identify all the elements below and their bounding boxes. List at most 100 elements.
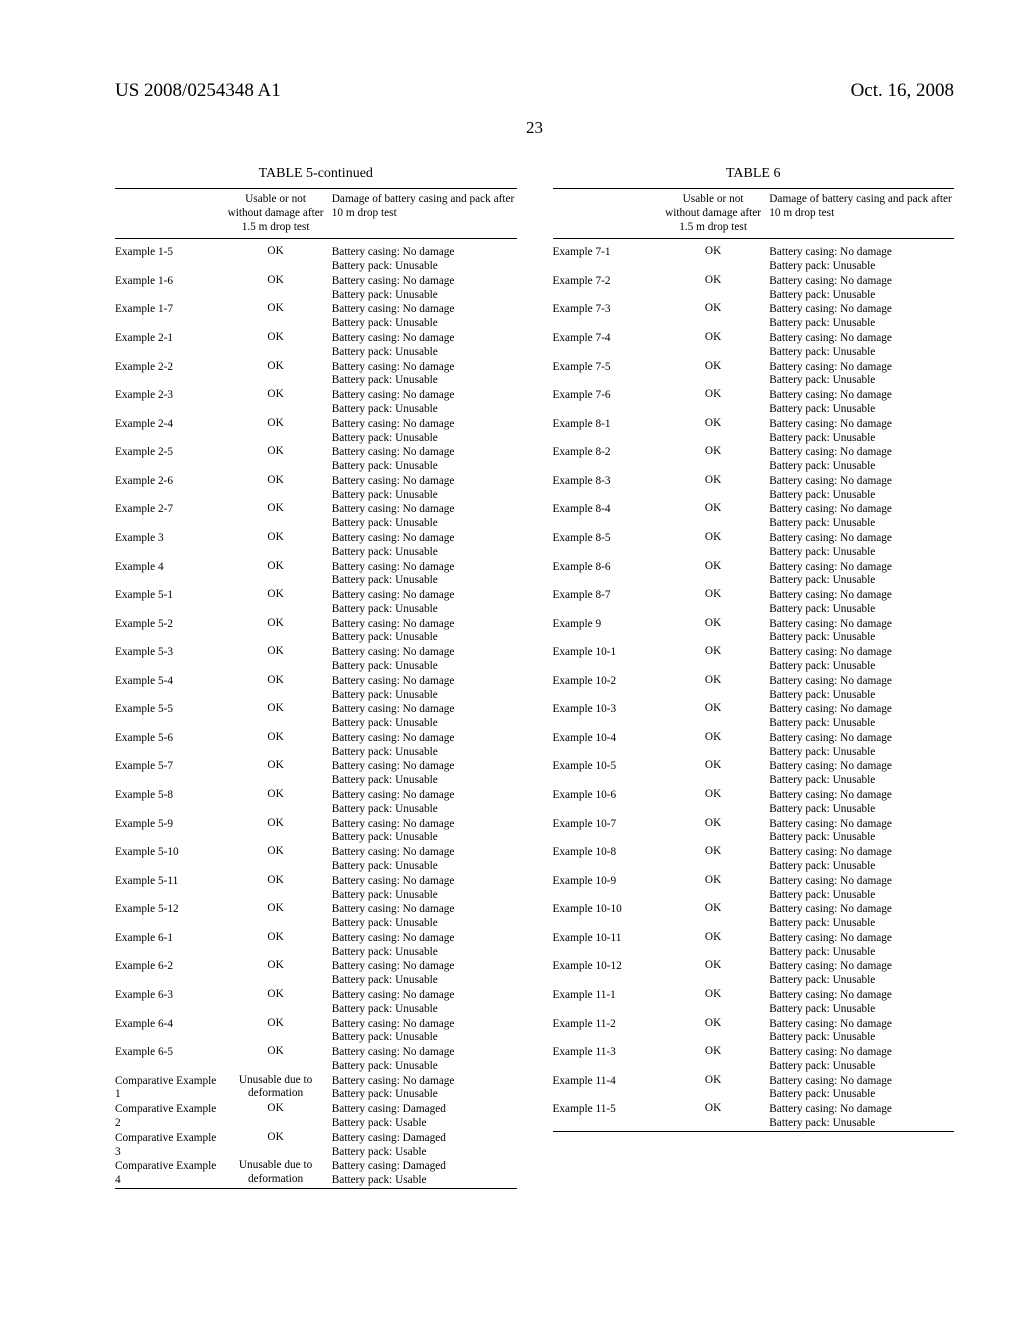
row-example-name: Example 11-2 [553, 1017, 661, 1046]
row-example-name: Example 8-5 [553, 531, 661, 560]
table-row: Example 8-5OKBattery casing: No damageBa… [553, 531, 955, 560]
row-damage: Battery casing: No damageBattery pack: U… [765, 1045, 954, 1074]
table-row: Example 10-4OKBattery casing: No damageB… [553, 731, 955, 760]
table-row: Example 8-4OKBattery casing: No damageBa… [553, 502, 955, 531]
row-usable: OK [223, 502, 327, 531]
table-row: Example 2-3OKBattery casing: No damageBa… [115, 388, 517, 417]
row-example-name: Example 2-1 [115, 331, 223, 360]
row-example-name: Example 6-3 [115, 988, 223, 1017]
row-damage: Battery casing: No damageBattery pack: U… [765, 531, 954, 560]
row-damage: Battery casing: No damageBattery pack: U… [765, 417, 954, 446]
row-usable: OK [223, 1045, 327, 1074]
row-example-name: Example 10-1 [553, 645, 661, 674]
row-usable: OK [661, 388, 765, 417]
table-row: Example 11-3OKBattery casing: No damageB… [553, 1045, 955, 1074]
row-example-name: Example 8-2 [553, 445, 661, 474]
row-usable: OK [223, 645, 327, 674]
row-usable: OK [223, 988, 327, 1017]
row-usable: OK [223, 731, 327, 760]
row-usable: Unusable due to deformation [223, 1159, 327, 1188]
table-5-col-damage: Damage of battery casing and pack after … [328, 189, 517, 239]
row-example-name: Example 5-1 [115, 588, 223, 617]
patent-page: US 2008/0254348 A1 Oct. 16, 2008 23 TABL… [0, 0, 1024, 1320]
row-damage: Battery casing: No damageBattery pack: U… [765, 617, 954, 646]
row-damage: Battery casing: No damageBattery pack: U… [765, 1102, 954, 1131]
table-row: Example 6-5OKBattery casing: No damageBa… [115, 1045, 517, 1074]
row-usable: OK [223, 817, 327, 846]
row-example-name: Example 2-6 [115, 474, 223, 503]
row-damage: Battery casing: No damageBattery pack: U… [328, 874, 517, 903]
table-row: Example 5-11OKBattery casing: No damageB… [115, 874, 517, 903]
content-columns: TABLE 5-continued Usable or not without … [115, 166, 954, 1189]
row-example-name: Example 5-6 [115, 731, 223, 760]
row-example-name: Example 3 [115, 531, 223, 560]
table-row: Example 4OKBattery casing: No damageBatt… [115, 560, 517, 589]
row-example-name: Example 7-6 [553, 388, 661, 417]
row-example-name: Example 2-2 [115, 360, 223, 389]
row-usable: OK [223, 1102, 327, 1131]
row-example-name: Example 7-1 [553, 245, 661, 274]
row-damage: Battery casing: No damageBattery pack: U… [765, 560, 954, 589]
row-damage: Battery casing: No damageBattery pack: U… [328, 731, 517, 760]
table-row: Example 10-5OKBattery casing: No damageB… [553, 759, 955, 788]
table-row: Example 2-4OKBattery casing: No damageBa… [115, 417, 517, 446]
row-usable: OK [661, 931, 765, 960]
row-damage: Battery casing: No damageBattery pack: U… [328, 988, 517, 1017]
row-usable: OK [661, 702, 765, 731]
table-row: Example 5-3OKBattery casing: No damageBa… [115, 645, 517, 674]
table-row: Example 2-1OKBattery casing: No damageBa… [115, 331, 517, 360]
row-example-name: Example 10-8 [553, 845, 661, 874]
table-row: Example 5-6OKBattery casing: No damageBa… [115, 731, 517, 760]
row-damage: Battery casing: No damageBattery pack: U… [328, 617, 517, 646]
row-usable: OK [661, 874, 765, 903]
row-usable: OK [661, 788, 765, 817]
row-damage: Battery casing: No damageBattery pack: U… [328, 560, 517, 589]
row-usable: OK [661, 617, 765, 646]
row-example-name: Example 5-12 [115, 902, 223, 931]
row-example-name: Example 7-3 [553, 302, 661, 331]
row-usable: OK [661, 759, 765, 788]
row-example-name: Example 11-4 [553, 1074, 661, 1103]
row-damage: Battery casing: No damageBattery pack: U… [765, 988, 954, 1017]
publication-date: Oct. 16, 2008 [851, 80, 954, 102]
table-row: Example 8-2OKBattery casing: No damageBa… [553, 445, 955, 474]
table-6-col-usable: Usable or not without damage after 1.5 m… [661, 189, 765, 239]
table-6: Usable or not without damage after 1.5 m… [553, 188, 955, 1132]
row-usable: OK [223, 759, 327, 788]
row-example-name: Example 1-6 [115, 274, 223, 303]
table-row: Example 10-8OKBattery casing: No damageB… [553, 845, 955, 874]
row-example-name: Example 2-5 [115, 445, 223, 474]
table-row: Example 8-7OKBattery casing: No damageBa… [553, 588, 955, 617]
row-example-name: Example 4 [115, 560, 223, 589]
row-usable: OK [661, 360, 765, 389]
row-usable: OK [223, 702, 327, 731]
row-damage: Battery casing: No damageBattery pack: U… [328, 1045, 517, 1074]
row-usable: OK [661, 245, 765, 274]
row-example-name: Example 10-2 [553, 674, 661, 703]
row-example-name: Example 5-8 [115, 788, 223, 817]
row-example-name: Example 8-4 [553, 502, 661, 531]
row-damage: Battery casing: No damageBattery pack: U… [328, 388, 517, 417]
row-usable: OK [661, 331, 765, 360]
row-damage: Battery casing: No damageBattery pack: U… [765, 474, 954, 503]
row-damage: Battery casing: No damageBattery pack: U… [328, 959, 517, 988]
row-damage: Battery casing: No damageBattery pack: U… [328, 702, 517, 731]
row-damage: Battery casing: No damageBattery pack: U… [328, 302, 517, 331]
row-example-name: Example 10-12 [553, 959, 661, 988]
row-example-name: Example 10-5 [553, 759, 661, 788]
row-usable: OK [223, 474, 327, 503]
row-damage: Battery casing: DamagedBattery pack: Usa… [328, 1131, 517, 1160]
row-example-name: Example 7-5 [553, 360, 661, 389]
row-example-name: Example 2-3 [115, 388, 223, 417]
row-damage: Battery casing: No damageBattery pack: U… [328, 502, 517, 531]
table-row: Example 5-5OKBattery casing: No damageBa… [115, 702, 517, 731]
row-usable: Unusable due to deformation [223, 1074, 327, 1103]
row-example-name: Example 10-9 [553, 874, 661, 903]
row-damage: Battery casing: No damageBattery pack: U… [328, 360, 517, 389]
row-damage: Battery casing: No damageBattery pack: U… [765, 331, 954, 360]
row-damage: Battery casing: No damageBattery pack: U… [328, 645, 517, 674]
row-example-name: Example 6-5 [115, 1045, 223, 1074]
row-damage: Battery casing: No damageBattery pack: U… [328, 445, 517, 474]
table-row: Example 2-5OKBattery casing: No damageBa… [115, 445, 517, 474]
table-row: Example 11-2OKBattery casing: No damageB… [553, 1017, 955, 1046]
